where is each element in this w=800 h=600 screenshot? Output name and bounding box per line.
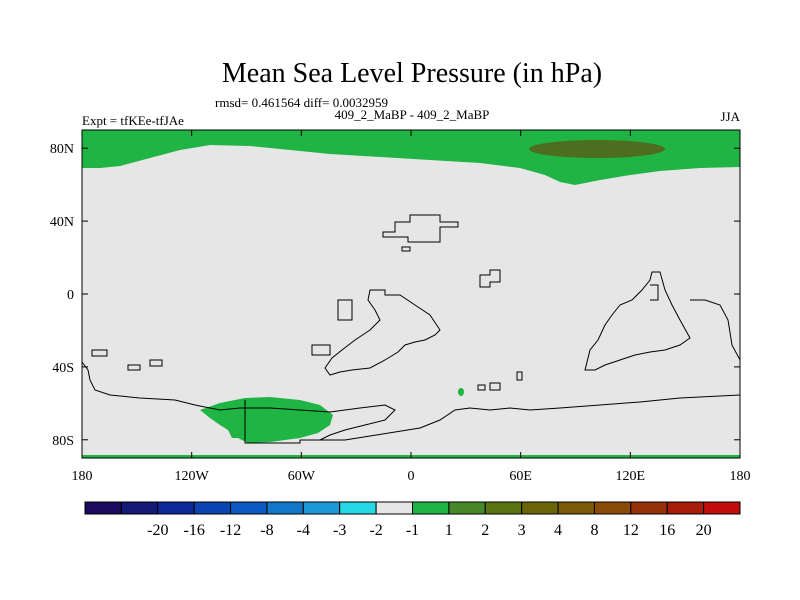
colorbar-swatch — [302, 501, 341, 515]
x-tick-label: 120W — [175, 469, 210, 484]
x-axis: 180 120W 60W 0 60E 120E 180 — [72, 130, 751, 484]
colorbar-label: -3 — [333, 522, 346, 539]
colorbar-swatch — [193, 501, 232, 515]
center-label: 409_2_MaBP - 409_2_MaBP — [335, 107, 490, 122]
x-tick-label: 120E — [616, 469, 646, 484]
colorbar-label: -1 — [406, 522, 419, 539]
x-tick-label: 0 — [408, 469, 415, 484]
colorbar-swatch — [230, 501, 268, 515]
colorbar-swatch — [84, 501, 122, 515]
colorbar: -20 -16 -12 -8 -4 -3 -2 -1 1 2 3 4 8 12 16 20 — [84, 501, 741, 539]
colorbar-swatch — [157, 501, 195, 515]
map-background — [82, 130, 740, 458]
y-tick-label: 40N — [50, 215, 74, 230]
coastlines — [81, 214, 741, 444]
experiment-label: Expt = tfKEe-tfJAe — [82, 113, 184, 128]
region-small-spot — [458, 388, 464, 396]
colorbar-label: 16 — [659, 522, 675, 539]
y-axis: 80N 40N 0 40S 80S — [50, 142, 740, 449]
x-tick-label: 60W — [288, 469, 316, 484]
colorbar-swatch — [521, 501, 559, 515]
season-label: JJA — [720, 109, 740, 124]
colorbar-label: -12 — [220, 522, 241, 539]
colorbar-label: -16 — [184, 522, 205, 539]
colorbar-label: 4 — [554, 522, 562, 539]
colorbar-label: -4 — [297, 522, 310, 539]
region-arctic-core — [529, 140, 665, 158]
x-tick-label: 180 — [72, 469, 93, 484]
colorbar-swatch — [412, 501, 450, 515]
colorbar-label: 3 — [518, 522, 526, 539]
x-tick-label: 60E — [509, 469, 532, 484]
colorbar-swatch — [266, 501, 304, 515]
colorbar-swatch — [703, 501, 741, 515]
colorbar-swatch — [557, 501, 595, 515]
y-tick-label: 0 — [67, 288, 74, 303]
colorbar-swatch — [339, 501, 377, 515]
map-plot-area — [81, 129, 741, 459]
colorbar-swatch — [448, 501, 486, 515]
colorbar-swatch — [120, 501, 159, 515]
colorbar-label: 2 — [481, 522, 489, 539]
colorbar-swatch — [375, 501, 414, 515]
x-tick-label: 180 — [730, 469, 751, 484]
colorbar-label: 20 — [696, 522, 712, 539]
colorbar-swatch — [484, 501, 523, 515]
y-tick-label: 80N — [50, 142, 74, 157]
colorbar-label: -8 — [260, 522, 273, 539]
y-tick-label: 40S — [52, 361, 74, 376]
colorbar-label: 8 — [590, 522, 598, 539]
colorbar-label: -20 — [147, 522, 168, 539]
colorbar-swatch — [630, 501, 668, 515]
chart-title: Mean Sea Level Pressure (in hPa) — [222, 58, 602, 89]
stats-label: rmsd= 0.461564 diff= 0.0032959 — [215, 95, 388, 110]
colorbar-swatch — [593, 501, 632, 515]
colorbar-swatch — [666, 501, 705, 515]
colorbar-label: 12 — [623, 522, 639, 539]
colorbar-label: 1 — [445, 522, 453, 539]
y-tick-label: 80S — [52, 434, 74, 449]
colorbar-label: -2 — [369, 522, 382, 539]
